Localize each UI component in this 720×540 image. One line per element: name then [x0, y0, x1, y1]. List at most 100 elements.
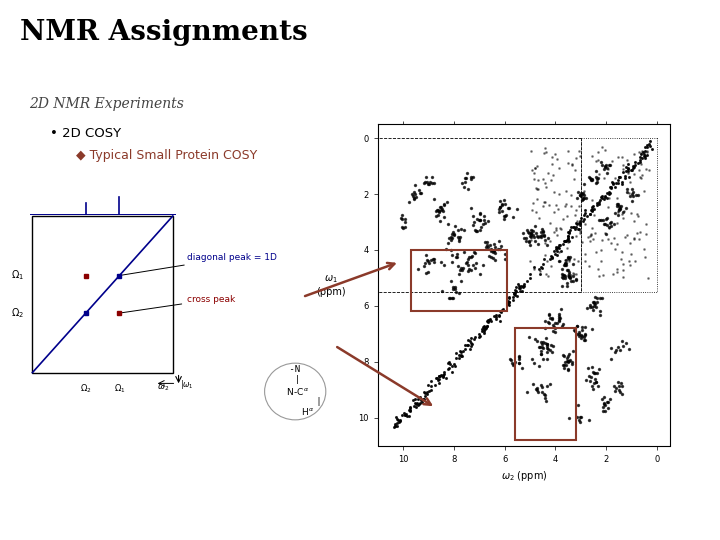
Point [521, 226, 533, 234]
Point [609, 348, 621, 356]
Point [477, 325, 488, 333]
Point [455, 350, 467, 359]
Point [465, 253, 477, 261]
Point [537, 260, 549, 268]
Point [538, 174, 549, 183]
Point [588, 299, 600, 308]
Point [523, 228, 534, 237]
Point [570, 206, 581, 215]
Point [612, 377, 624, 386]
Point [588, 369, 600, 377]
Point [474, 215, 485, 224]
Point [557, 215, 569, 224]
Point [563, 256, 575, 265]
Point [548, 247, 559, 256]
Point [633, 211, 644, 220]
Point [498, 195, 510, 204]
Point [634, 147, 645, 156]
Point [454, 347, 466, 356]
Point [585, 372, 596, 381]
Point [578, 191, 590, 199]
Point [586, 174, 598, 183]
Point [521, 388, 532, 397]
Point [451, 253, 462, 261]
Point [521, 233, 532, 242]
Point [600, 193, 612, 202]
Point [495, 308, 507, 316]
Point [511, 204, 523, 213]
Point [512, 279, 523, 288]
Point [534, 342, 546, 351]
Point [559, 357, 571, 366]
Point [629, 217, 640, 226]
Point [577, 195, 588, 204]
Point [561, 266, 572, 274]
Point [600, 146, 611, 155]
Point [548, 323, 559, 332]
Point [575, 191, 587, 200]
Point [583, 416, 595, 424]
Point [421, 178, 433, 186]
Point [617, 214, 629, 223]
Point [446, 368, 458, 376]
Point [599, 401, 611, 409]
Point [635, 153, 647, 161]
Point [493, 312, 505, 320]
Point [564, 273, 575, 282]
Point [613, 172, 625, 181]
Point [574, 418, 585, 427]
Point [616, 210, 628, 219]
Point [500, 200, 511, 208]
Point [598, 403, 609, 411]
Point [450, 354, 462, 362]
Point [536, 340, 548, 348]
Point [588, 298, 600, 306]
Point [526, 166, 538, 174]
Point [644, 137, 655, 145]
Text: 2D NMR Experiments: 2D NMR Experiments [29, 97, 184, 111]
Point [587, 205, 598, 214]
Point [559, 237, 571, 246]
Point [613, 208, 624, 217]
Point [618, 161, 629, 170]
Point [485, 314, 496, 323]
Point [598, 393, 610, 401]
Point [524, 274, 536, 282]
Point [622, 163, 634, 172]
Point [485, 247, 497, 255]
Point [464, 336, 476, 345]
Point [537, 343, 549, 352]
Point [390, 420, 401, 429]
Point [531, 228, 542, 237]
Point [641, 151, 652, 159]
Point [553, 309, 564, 318]
Point [640, 220, 652, 228]
Point [513, 359, 525, 367]
Point [554, 313, 566, 322]
Point [635, 150, 647, 158]
Point [595, 246, 606, 254]
Point [573, 328, 585, 336]
Point [536, 388, 548, 396]
Point [399, 410, 410, 419]
Bar [378, 138, 581, 292]
Point [432, 375, 444, 384]
Point [563, 272, 575, 281]
Point [603, 190, 615, 199]
Point [605, 184, 616, 192]
Point [456, 224, 467, 233]
Point [598, 174, 609, 183]
Point [562, 238, 574, 246]
Point [481, 321, 492, 330]
Point [624, 239, 636, 247]
Point [403, 411, 415, 420]
Point [562, 253, 574, 261]
Point [436, 371, 447, 380]
Point [562, 232, 574, 240]
Point [604, 395, 616, 403]
Point [438, 370, 449, 379]
Point [549, 228, 560, 237]
Point [523, 227, 534, 236]
Point [482, 238, 493, 247]
Point [435, 203, 446, 212]
